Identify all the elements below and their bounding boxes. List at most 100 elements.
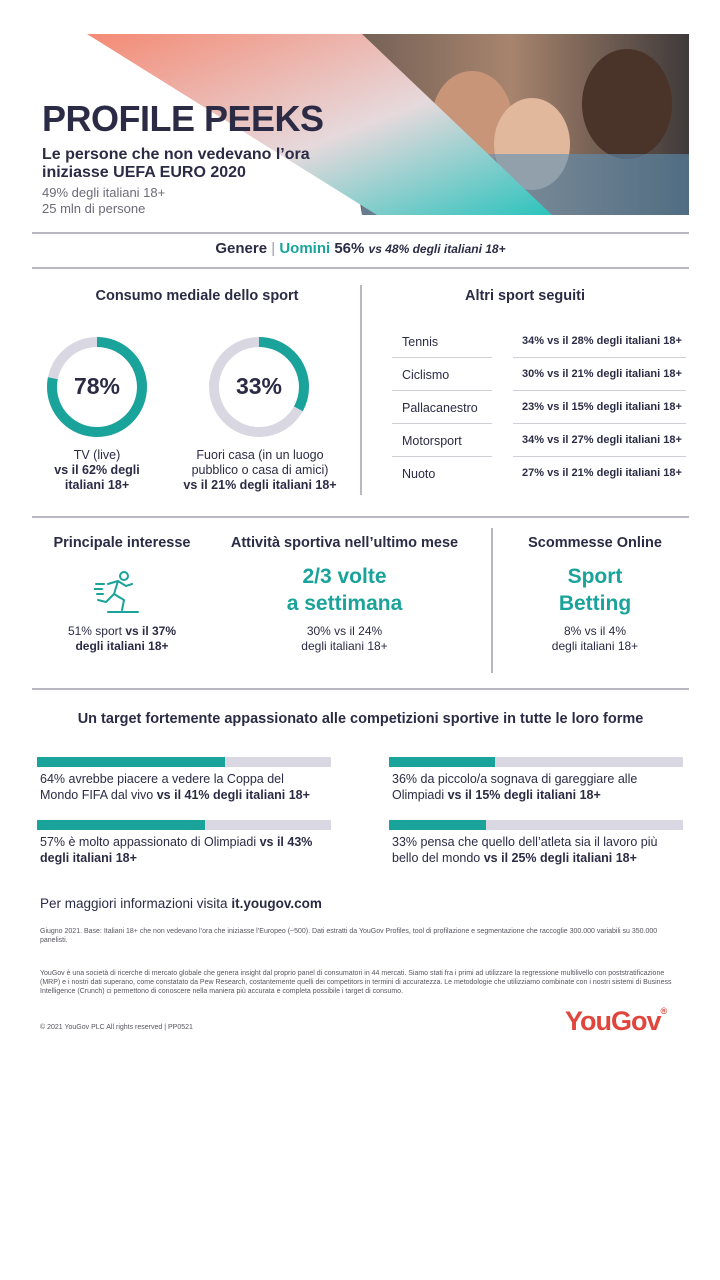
gender-separator: | [271, 240, 276, 257]
logo-text: YouGov [565, 1006, 662, 1036]
passion-compare: vs il 41% degli italiani 18+ [156, 788, 310, 802]
passion-text: 33% pensa che quello dell’atleta sia il … [392, 834, 692, 866]
media-title: Consumo mediale dello sport [95, 288, 299, 304]
passion-compare: vs il 15% degli italiani 18+ [447, 788, 601, 802]
sport-name: Motorsport [402, 434, 462, 448]
sport-value: 34% vs il 27% degli italiani 18+ [522, 434, 682, 446]
donut-out-value: 33% [235, 373, 283, 399]
passion-bar [37, 757, 331, 767]
gender-compare: vs 48% degli italiani 18+ [368, 242, 506, 256]
hero-banner [32, 34, 689, 215]
passion-text: 57% è molto appassionato di Olimpiadi vs… [40, 834, 340, 866]
running-person-icon [94, 571, 139, 613]
sport-value: 34% vs il 28% degli italiani 18+ [522, 335, 682, 347]
other-sports-title: Altri sport seguiti [464, 288, 586, 304]
activity-title: Attività sportiva nell’ultimo mese [230, 535, 459, 551]
fans-photo [32, 34, 689, 215]
passion-compare: vs il 25% degli italiani 18+ [483, 851, 637, 865]
passion-bar [389, 757, 683, 767]
row-divider [513, 423, 686, 424]
gender-value: Uomini [279, 240, 331, 257]
passion-line: Olimpiadi [392, 788, 448, 802]
yougov-logo: YouGov® [565, 1006, 668, 1037]
divider [32, 516, 689, 518]
betting-cmp: 8% vs il 4% [563, 624, 627, 638]
row-divider [513, 390, 686, 391]
donut-tv-value: 78% [73, 373, 121, 399]
donut-fill [209, 337, 309, 437]
divider [32, 232, 689, 234]
passion-compare: vs il 43% [259, 835, 313, 849]
interest-base: degli italiani 18+ [75, 639, 169, 653]
caption-line: italiani 18+ [64, 478, 130, 492]
caption-line: vs il 62% degli [54, 463, 140, 477]
caption-line: pubblico o casa di amici) [191, 463, 329, 477]
caption-line: Fuori casa (in un luogo [196, 448, 324, 462]
passion-text: 36% da piccolo/a sognava di gareggiare a… [392, 771, 692, 803]
interest-caption: 51% sport vs il 37% degli italiani 18+ [32, 624, 212, 654]
donut-out-of-home [209, 337, 309, 437]
page-title: PROFILE PEEKS [42, 98, 324, 139]
row-divider [392, 390, 492, 391]
activity-big-line: a settimana [286, 592, 403, 615]
caption-line: TV (live) [73, 448, 121, 462]
gender-percent: 56% [334, 240, 365, 257]
sport-value: 23% vs il 15% degli italiani 18+ [522, 401, 682, 413]
row-divider [392, 423, 492, 424]
interest-pct: 51% sport [67, 624, 122, 638]
activity-caption: 30% vs il 24% degli italiani 18+ [212, 624, 477, 654]
gender-label: Genere [215, 240, 268, 257]
caption-line: vs il 21% degli italiani 18+ [183, 478, 337, 492]
betting-type: Sport Betting [495, 563, 695, 617]
page-subtitle: Le persone che non vedevano l’ora inizia… [42, 146, 310, 181]
divider [32, 267, 689, 269]
interest-title: Principale interesse [53, 535, 191, 551]
betting-base: degli italiani 18+ [551, 639, 639, 653]
sport-name: Pallacanestro [402, 401, 478, 415]
betting-caption: 8% vs il 4% degli italiani 18+ [495, 624, 695, 654]
donut-out-caption: Fuori casa (in un luogo pubblico o casa … [175, 448, 345, 493]
about-note: YouGov è una società di ricerche di merc… [40, 970, 672, 995]
logo-mark: ® [660, 1006, 668, 1016]
passion-line: 64% avrebbe piacere a vedere la Coppa de… [40, 772, 284, 786]
info-line: Per maggiori informazioni visita it.youg… [40, 896, 322, 911]
row-divider [513, 456, 686, 457]
sport-name: Nuoto [402, 467, 436, 481]
passion-line: 33% pensa che quello dell’atleta sia il … [392, 835, 658, 849]
passion-line: Mondo FIFA dal vivo [40, 788, 157, 802]
activity-frequency: 2/3 volte a settimana [212, 563, 477, 617]
info-text: Per maggiori informazioni visita [40, 896, 232, 911]
passion-compare: degli italiani 18+ [40, 851, 137, 865]
methodology-note: Giugno 2021. Base: Italiani 18+ che non … [40, 928, 658, 944]
passion-title: Un target fortemente appassionato alle c… [77, 711, 644, 727]
betting-big-line: Sport [567, 565, 623, 588]
interest-vs: vs il 37% [125, 624, 177, 638]
passion-line: bello del mondo [392, 851, 484, 865]
donut-tv-caption: TV (live) vs il 62% degli italiani 18+ [35, 448, 159, 493]
betting-big-line: Betting [558, 592, 632, 615]
passion-bar-fill [389, 820, 487, 830]
sport-value: 30% vs il 21% degli italiani 18+ [522, 368, 682, 380]
row-divider [392, 456, 492, 457]
activity-base: degli italiani 18+ [301, 639, 388, 653]
passion-bar-fill [389, 757, 495, 767]
passion-bar [389, 820, 683, 830]
divider [32, 688, 689, 690]
passion-line: 57% è molto appassionato di Olimpiadi [40, 835, 260, 849]
passion-line: 36% da piccolo/a sognava di gareggiare a… [392, 772, 638, 786]
activity-cmp: 30% vs il 24% [306, 624, 383, 638]
audience-share: 49% degli italiani 18+ [42, 185, 166, 200]
passion-bar-fill [37, 820, 205, 830]
activity-big-line: 2/3 volte [302, 565, 387, 588]
row-divider [392, 357, 492, 358]
donut-tv [47, 337, 147, 437]
passion-bar [37, 820, 331, 830]
yougov-link[interactable]: it.yougov.com [231, 896, 322, 911]
row-divider [513, 357, 686, 358]
sport-value: 27% vs il 21% degli italiani 18+ [522, 467, 682, 479]
copyright: © 2021 YouGov PLC All rights reserved | … [40, 1024, 193, 1031]
betting-title: Scommesse Online [528, 535, 662, 551]
donut-fill [47, 337, 147, 437]
audience-size: 25 mln di persone [42, 201, 146, 216]
gender-row: Genere | Uomini 56% vs 48% degli italian… [32, 240, 689, 257]
